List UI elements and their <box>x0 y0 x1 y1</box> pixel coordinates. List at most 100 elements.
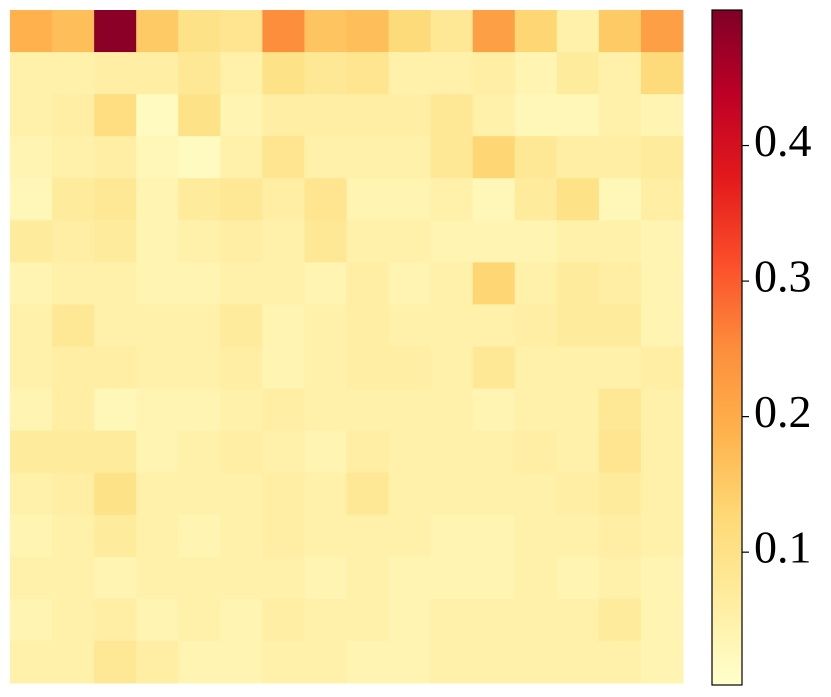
heatmap-cell <box>556 304 600 347</box>
heatmap-cell <box>10 52 53 95</box>
heatmap-cell <box>388 220 432 263</box>
heatmap-cell <box>430 598 474 642</box>
heatmap-cell <box>136 346 179 390</box>
heatmap-cell <box>640 472 684 516</box>
heatmap-cell <box>178 10 221 53</box>
heatmap-cell <box>178 514 221 558</box>
heatmap-cell <box>94 514 137 558</box>
heatmap-cell <box>598 514 642 558</box>
heatmap-cell <box>10 472 53 516</box>
heatmap-cell <box>346 304 390 347</box>
heatmap-cell <box>52 10 95 53</box>
heatmap-cell <box>514 262 558 305</box>
heatmap-cell <box>178 556 221 600</box>
heatmap-cell <box>10 10 53 53</box>
heatmap-cell <box>262 10 305 53</box>
heatmap-cell <box>178 94 221 137</box>
heatmap-cell <box>640 304 684 347</box>
heatmap-cell <box>52 304 95 347</box>
heatmap-cell <box>10 346 53 390</box>
heatmap-cell <box>10 514 53 558</box>
heatmap-cell <box>430 556 474 600</box>
colorbar <box>711 9 743 686</box>
heatmap-cell <box>136 430 179 474</box>
colorbar-tick-label: 0.1 <box>754 522 812 573</box>
heatmap-cell <box>598 472 642 516</box>
heatmap-cell <box>262 514 305 558</box>
heatmap-cell <box>94 136 137 179</box>
heatmap-cell <box>136 220 179 263</box>
heatmap-cell <box>346 262 390 305</box>
heatmap-cell <box>472 220 516 263</box>
heatmap-cell <box>94 262 137 305</box>
heatmap-cell <box>388 52 432 95</box>
heatmap-cell <box>262 304 305 347</box>
heatmap-cell <box>304 10 347 53</box>
heatmap-cell <box>388 304 432 347</box>
heatmap-cell <box>220 10 263 53</box>
heatmap-cell <box>220 556 263 600</box>
heatmap-cell <box>10 262 53 305</box>
heatmap-cell <box>472 136 516 179</box>
heatmap-cell <box>514 94 558 137</box>
heatmap-cell <box>220 346 263 390</box>
heatmap-cell <box>514 220 558 263</box>
heatmap-cell <box>556 52 600 95</box>
heatmap-cell <box>52 136 95 179</box>
heatmap-cell <box>136 52 179 95</box>
heatmap-cell <box>598 346 642 390</box>
heatmap-cell <box>514 514 558 558</box>
heatmap-cell <box>94 598 137 642</box>
heatmap-cell <box>514 178 558 221</box>
heatmap-cell <box>640 430 684 474</box>
heatmap-cell <box>262 388 305 432</box>
heatmap-cell <box>556 430 600 474</box>
heatmap-cell <box>598 136 642 179</box>
heatmap-cell <box>640 178 684 221</box>
heatmap-cell <box>136 640 179 684</box>
heatmap-cell <box>388 640 432 684</box>
heatmap-cell <box>556 178 600 221</box>
heatmap-cell <box>94 430 137 474</box>
heatmap-cell <box>346 388 390 432</box>
heatmap-cell <box>430 52 474 95</box>
heatmap-cell <box>640 262 684 305</box>
colorbar-tick-label: 0.3 <box>754 251 812 302</box>
heatmap-cell <box>304 556 347 600</box>
heatmap-cell <box>346 52 390 95</box>
heatmap-cell <box>598 640 642 684</box>
heatmap-cell <box>262 346 305 390</box>
heatmap-cell <box>52 94 95 137</box>
heatmap-cell <box>52 388 95 432</box>
heatmap-cell <box>472 262 516 305</box>
heatmap-cell <box>304 472 347 516</box>
heatmap-cell <box>52 556 95 600</box>
heatmap-cell <box>388 94 432 137</box>
heatmap-cell <box>304 430 347 474</box>
heatmap-cell <box>640 10 684 53</box>
heatmap-cell <box>346 472 390 516</box>
heatmap-cell <box>346 220 390 263</box>
heatmap-cell <box>52 640 95 684</box>
heatmap-cell <box>472 52 516 95</box>
heatmap-cell <box>220 304 263 347</box>
heatmap-cell <box>640 514 684 558</box>
heatmap-cell <box>514 472 558 516</box>
heatmap-cell <box>220 94 263 137</box>
heatmap-cell <box>388 346 432 390</box>
heatmap-cell <box>178 262 221 305</box>
heatmap-cell <box>136 304 179 347</box>
heatmap-cell <box>220 472 263 516</box>
heatmap-cell <box>556 94 600 137</box>
heatmap-cell <box>640 220 684 263</box>
heatmap-cell <box>52 514 95 558</box>
heatmap-cell <box>346 598 390 642</box>
heatmap-cell <box>346 556 390 600</box>
heatmap-cell <box>52 220 95 263</box>
heatmap-cell <box>598 10 642 53</box>
heatmap-cell <box>220 640 263 684</box>
heatmap-cell <box>640 94 684 137</box>
heatmap-cell <box>472 346 516 390</box>
heatmap-cell <box>388 388 432 432</box>
heatmap-cell <box>346 136 390 179</box>
